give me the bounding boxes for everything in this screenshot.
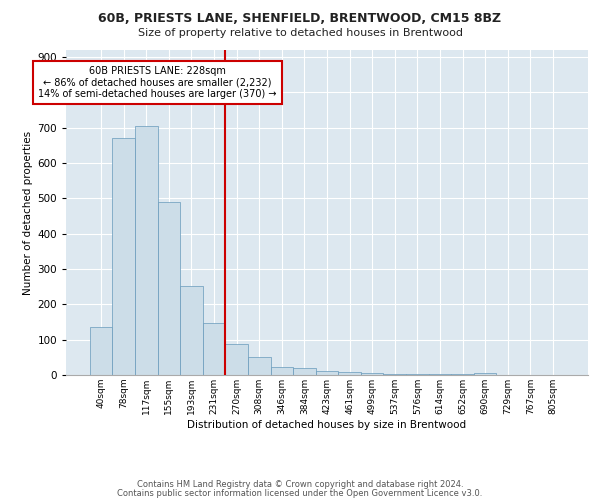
Bar (226, 344, 248, 375)
Text: Contains public sector information licensed under the Open Government Licence v3: Contains public sector information licen… (118, 489, 482, 498)
Bar (158, 202, 180, 375)
Bar (338, 372, 361, 375)
Bar (180, 286, 203, 375)
Bar (135, 126, 158, 375)
Bar (90, 328, 112, 375)
Bar (451, 374, 474, 375)
Text: Size of property relative to detached houses in Brentwood: Size of property relative to detached ho… (137, 28, 463, 38)
X-axis label: Distribution of detached houses by size in Brentwood: Distribution of detached houses by size … (187, 420, 467, 430)
Bar (361, 373, 383, 375)
Bar (383, 374, 406, 375)
Text: 60B, PRIESTS LANE, SHENFIELD, BRENTWOOD, CM15 8BZ: 60B, PRIESTS LANE, SHENFIELD, BRENTWOOD,… (98, 12, 502, 26)
Bar (293, 368, 316, 375)
Bar (474, 372, 496, 375)
Bar (112, 138, 135, 375)
Bar (271, 366, 293, 375)
Bar (203, 322, 226, 375)
Y-axis label: Number of detached properties: Number of detached properties (23, 130, 33, 294)
Text: 60B PRIESTS LANE: 228sqm
← 86% of detached houses are smaller (2,232)
14% of sem: 60B PRIESTS LANE: 228sqm ← 86% of detach… (38, 66, 277, 99)
Bar (428, 374, 451, 375)
Bar (406, 374, 428, 375)
Bar (248, 358, 271, 375)
Bar (316, 372, 338, 375)
Text: Contains HM Land Registry data © Crown copyright and database right 2024.: Contains HM Land Registry data © Crown c… (137, 480, 463, 489)
